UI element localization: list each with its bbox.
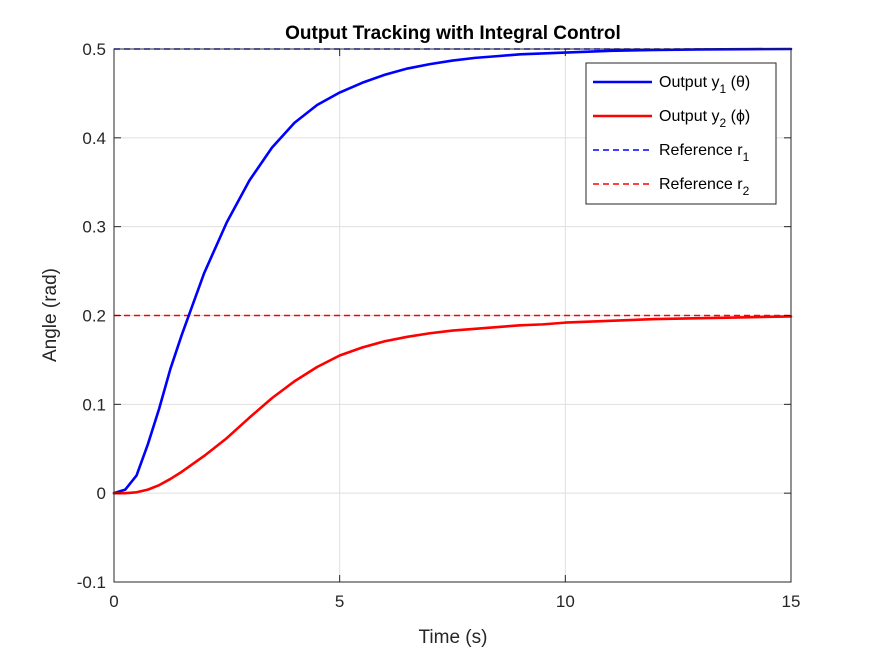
series-line-2	[112, 315, 793, 495]
legend-label-2: Output y2 (ϕ)	[659, 108, 750, 130]
x-axis-label: Time (s)	[419, 627, 488, 648]
legend-label-1: Output y1 (θ)	[659, 74, 750, 96]
y-tick-label: 0.5	[82, 40, 106, 59]
x-tick-label: 10	[556, 592, 575, 611]
legend-box	[585, 62, 777, 205]
y-tick-label: 0.3	[82, 218, 106, 237]
legend-label-4: Reference r2	[659, 176, 750, 198]
ticks: 0 5 10 15-0.100.10.20.30.40.5	[77, 40, 801, 611]
y-axis-label: Angle (rad)	[40, 268, 61, 362]
chart-title: Output Tracking with Integral Control	[285, 23, 621, 44]
legend-label-3: Reference r1	[659, 142, 750, 164]
y-tick-label: 0.4	[82, 129, 106, 148]
series-line-1	[112, 47, 793, 495]
x-tick-label: 15	[782, 592, 801, 611]
x-tick-label: 5	[335, 592, 344, 611]
y-tick-label: 0.1	[82, 395, 106, 414]
y-tick-label: 0	[97, 484, 106, 503]
x-tick-label: 0	[109, 592, 118, 611]
y-tick-label: -0.1	[77, 573, 106, 592]
legend: Output y1 (θ) Output y2 (ϕ) Reference r1 Re…	[585, 62, 777, 205]
y-tick-label: 0.2	[82, 307, 106, 326]
